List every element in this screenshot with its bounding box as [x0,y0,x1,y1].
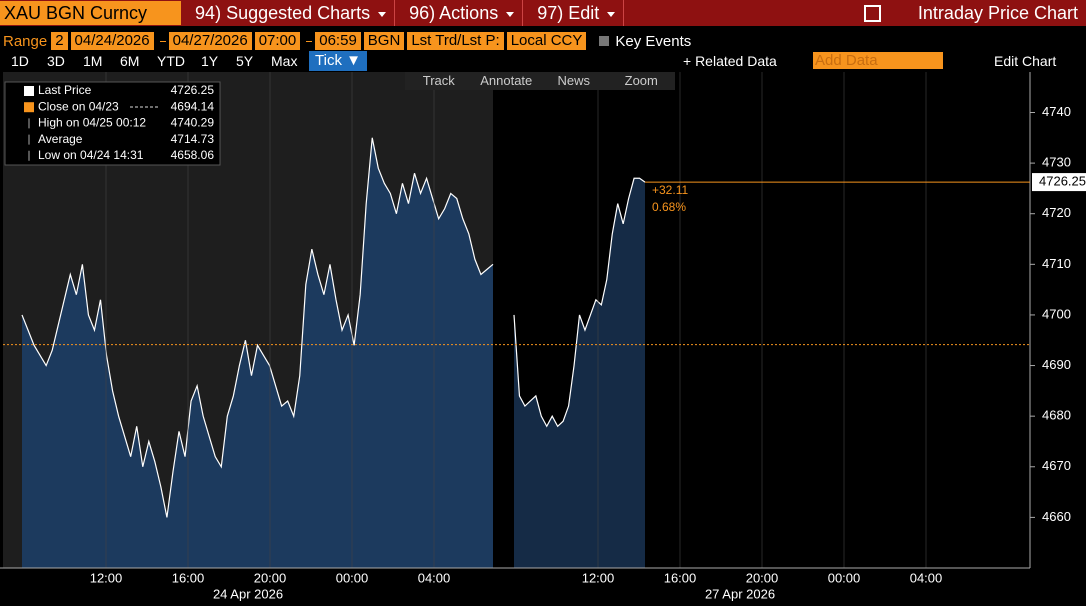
menu[interactable]: 94) Suggested Charts [191,0,396,26]
x-tick-label: 20:00 [254,570,287,585]
period-button[interactable]: 1M [83,53,103,69]
change-pct-label: 0.68% [652,200,686,214]
y-tick-label: 4660 [1042,509,1071,524]
field[interactable]: 07:00 [254,32,301,50]
y-tick-label: 4670 [1042,458,1071,473]
caret [378,11,387,17]
y-tick-label: 4740 [1042,104,1071,119]
menu[interactable]: 96) Actions [405,0,524,26]
caret [607,11,616,17]
legend-name: Low on 04/24 14:31 [38,148,144,162]
date-label: 27 Apr 2026 [705,586,775,601]
field[interactable]: Local CCY [506,32,587,50]
chart-tool[interactable]: News [557,73,590,88]
price-area [22,137,493,569]
range-label: Range [3,32,48,50]
last-price-label: 4726.25 [1039,174,1086,189]
legend-name: Last Price [38,83,92,97]
chart-tools: Track Annotate News Zoom [405,72,675,90]
separator [159,40,166,42]
legend-name: High on 04/25 00:12 [38,116,146,130]
period-bar: Tick ▼ + Related Data Add Data Edit Char… [0,51,1086,71]
field[interactable]: 04/27/2026 [168,32,252,50]
y-tick-label: 4710 [1042,256,1071,271]
chart-tool[interactable]: Annotate [480,73,533,88]
menu[interactable]: 97) Edit [533,0,625,26]
menu-label: 94) Suggested Charts [195,3,371,23]
period-button[interactable]: 6M [120,53,140,69]
legend-name: Close on 04/23 [38,99,119,113]
x-tick-label: 12:00 [582,570,615,585]
caret [506,11,515,17]
y-tick-label: 4730 [1042,155,1071,170]
field[interactable]: Lst Trd/Lst P: [407,32,504,50]
change-label: +32.11 [652,183,688,197]
x-tick-label: 12:00 [90,570,123,585]
period-button[interactable]: 3D [47,53,65,69]
last-price-box [1032,173,1086,192]
related-data[interactable]: + Related Data [683,53,777,69]
legend-value: 4658.06 [171,148,215,162]
x-tick-label: 16:00 [172,570,205,585]
page-title: Intraday Price Chart [917,3,1078,23]
menu-label: 97) Edit [537,3,600,23]
price-area [514,178,645,569]
period-button[interactable]: YTD [157,53,185,69]
title-bar: XAU BGN Curncy 94) Suggested Charts 96) … [0,0,1086,26]
y-tick-label: 4720 [1042,205,1071,220]
ticker[interactable]: XAU BGN Curncy [0,1,182,25]
x-tick-label: 16:00 [664,570,697,585]
checkbox[interactable] [599,36,610,46]
y-tick-label: 4680 [1042,408,1071,423]
field[interactable]: BGN [363,32,405,50]
x-tick-label: 04:00 [910,570,943,585]
period-button[interactable]: 1D [11,53,29,69]
menu-label: 96) Actions [409,3,499,23]
legend-value: 4714.73 [171,132,215,146]
legend-value: 4694.14 [171,99,215,113]
add-data-input[interactable]: Add Data [813,52,943,69]
legend-swatch [24,86,34,96]
x-tick-label: 00:00 [336,570,369,585]
price-line [21,137,494,518]
legend-value: 4726.25 [171,83,215,97]
field[interactable]: 06:59 [315,32,361,50]
y-tick-label: 4700 [1042,306,1071,321]
x-tick-label: 04:00 [418,570,451,585]
period-button[interactable]: Max [271,53,298,69]
chart-tool[interactable]: Zoom [624,73,658,88]
x-tick-label: 20:00 [746,570,779,585]
period-button[interactable]: 1Y [201,53,219,69]
x-tick-label: 00:00 [828,570,861,585]
period-button[interactable]: 5Y [236,53,254,69]
legend-swatch [24,102,34,113]
legend-name: Average [38,132,83,146]
date-label: 24 Apr 2026 [213,586,283,601]
edit-chart[interactable]: Edit Chart [994,53,1057,69]
legend-value: 4740.29 [171,116,215,130]
separator [306,40,313,42]
range-bar: Range 2 04/24/2026 04/27/2026 07:00 06:5… [0,31,691,51]
y-tick-label: 4690 [1042,357,1071,372]
popout-icon[interactable] [864,5,881,22]
field[interactable]: 2 [51,32,68,50]
legend-box [4,81,221,166]
key-events-label: Key Events [615,32,692,50]
price-line [513,177,646,428]
field[interactable]: 04/24/2026 [70,32,154,50]
selected-period[interactable]: Tick ▼ [309,51,367,71]
chart-tool[interactable]: Track [422,73,455,88]
